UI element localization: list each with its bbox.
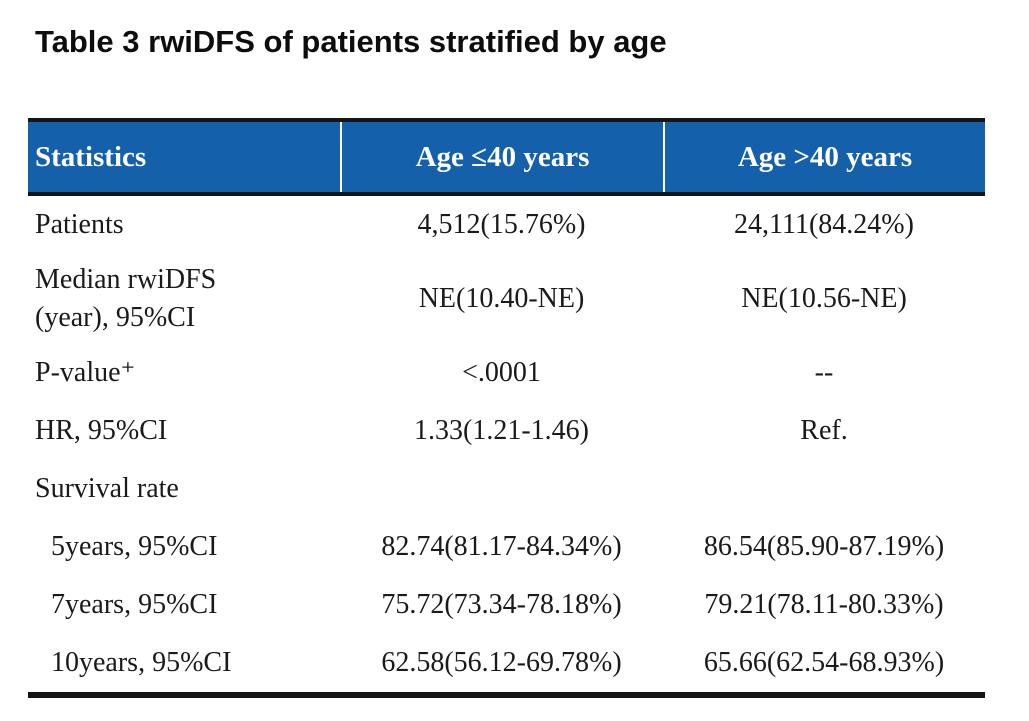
table-row-5years: 5years, 95%CI 82.74(81.17-84.34%) 86.54(… (28, 518, 985, 576)
cell-value: 86.54(85.90-87.19%) (703, 531, 945, 562)
table-row-survival-rate: Survival rate (28, 460, 985, 518)
row-label: Patients (35, 209, 124, 240)
table-body: Patients 4,512(15.76%) 24,111(84.24%) Me… (28, 196, 985, 698)
cell-value: 62.58(56.12-69.78%) (381, 647, 622, 678)
header-age-le40: Age ≤40 years (340, 122, 663, 192)
row-label: 5years, 95%CI (51, 531, 218, 562)
cell-value: NE(10.40-NE) (418, 283, 585, 314)
table-row-10years: 10years, 95%CI 62.58(56.12-69.78%) 65.66… (28, 634, 985, 692)
cell-value: <.0001 (462, 357, 541, 388)
header-age-gt40: Age >40 years (663, 122, 985, 192)
cell-value: 4,512(15.76%) (417, 209, 586, 240)
table-title: Table 3 rwiDFS of patients stratified by… (35, 24, 667, 59)
table-row-patients: Patients 4,512(15.76%) 24,111(84.24%) (28, 196, 985, 254)
row-label: Survival rate (35, 473, 179, 504)
cell-value: 24,111(84.24%) (734, 209, 914, 240)
row-label: HR, 95%CI (35, 415, 168, 446)
table-row-p-value: P-value⁺ <.0001 -- (28, 344, 985, 402)
table-row-hr: HR, 95%CI 1.33(1.21-1.46) Ref. (28, 402, 985, 460)
table-header-row: Statistics Age ≤40 years Age >40 years (28, 118, 985, 196)
cell-value: 1.33(1.21-1.46) (414, 415, 589, 446)
table-row-median-rwidfs: Median rwiDFS (year), 95%CI NE(10.40-NE)… (28, 254, 985, 344)
row-label: Median rwiDFS (year), 95%CI (35, 264, 217, 333)
header-statistics: Statistics (35, 140, 147, 173)
row-label: P-value⁺ (35, 357, 136, 388)
cell-value: 79.21(78.11-80.33%) (704, 589, 944, 620)
cell-value: 75.72(73.34-78.18%) (381, 589, 622, 620)
cell-value: 82.74(81.17-84.34%) (381, 531, 622, 562)
data-table: Statistics Age ≤40 years Age >40 years P… (28, 118, 985, 698)
cell-value: 65.66(62.54-68.93%) (703, 647, 945, 678)
row-label: 10years, 95%CI (51, 647, 232, 678)
cell-value: -- (814, 357, 834, 388)
cell-value: Ref. (800, 415, 848, 446)
cell-value: NE(10.56-NE) (741, 283, 907, 314)
table-row-7years: 7years, 95%CI 75.72(73.34-78.18%) 79.21(… (28, 576, 985, 634)
row-label: 7years, 95%CI (51, 589, 218, 620)
